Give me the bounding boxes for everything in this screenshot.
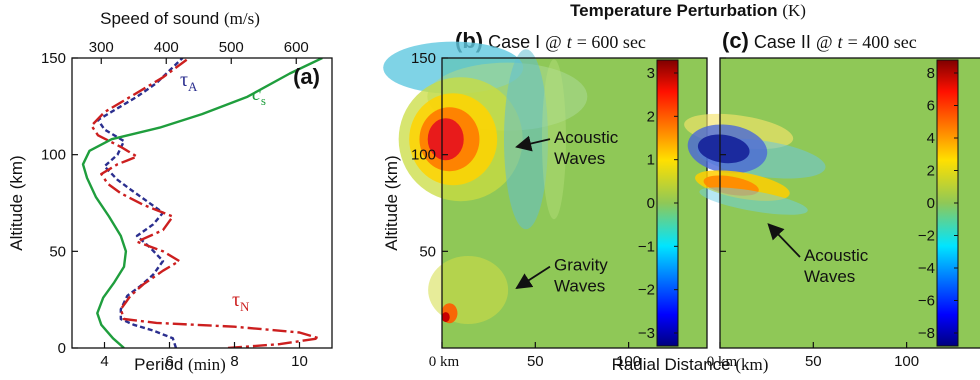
annotation-text-1: Waves xyxy=(554,277,605,296)
annotation-arrow-0 xyxy=(515,135,551,152)
panel-a-y-title: Altitude (km) xyxy=(7,155,26,250)
panel-c-annotations: Acoustic Waves xyxy=(767,223,869,286)
annotation-arrow-1 xyxy=(515,265,551,289)
y-tick-label: 100 xyxy=(411,147,436,164)
x-tick-label: 0 km xyxy=(707,354,738,370)
heatmap-blob-6 xyxy=(699,187,808,215)
x-tick-label: 0 km xyxy=(429,354,460,370)
panel-c-colorbar-ticks: 8 6 4 2 0 −2 −4 −6 −8 xyxy=(918,65,958,342)
annotation-text-1: Gravity xyxy=(554,256,608,275)
series-label-cs: cs xyxy=(252,83,266,108)
panel-a-frame xyxy=(71,57,333,349)
colorbar-tick-label: −8 xyxy=(918,325,935,342)
y-tick-label: 150 xyxy=(411,50,436,67)
colorbar-tick-label: 6 xyxy=(927,98,935,115)
colorbar-tick-label: −4 xyxy=(918,260,935,277)
colorbar-tick-label: 2 xyxy=(647,108,655,125)
annotation-text-0: Acoustic xyxy=(554,128,619,147)
panel-c-heatmap xyxy=(684,58,980,348)
heatmap-blob-7 xyxy=(541,59,566,220)
heatmap-blob-3 xyxy=(697,134,750,164)
panel-a-top-tick-label: 600 xyxy=(284,39,309,56)
panel-b-x-ticks: 0 km 50 100 xyxy=(429,342,641,370)
shared-x-title: Radial Distance (km) xyxy=(612,355,769,374)
panel-a-x-tick-label: 10 xyxy=(291,353,308,370)
panel-b-frame xyxy=(441,57,708,349)
panel-a-x-tick-label: 6 xyxy=(165,353,173,370)
panel-a-y-tick-label: 50 xyxy=(49,243,66,260)
figure-title: Temperature Perturbation (K) xyxy=(570,1,806,20)
series-line-2 xyxy=(81,58,323,348)
colorbar-tick-label: 1 xyxy=(647,152,655,169)
panel-a-top-ticks: 300 400 500 600 xyxy=(89,39,309,64)
panel-a-y-tick-label: 150 xyxy=(41,50,66,67)
annotation-text-0: Acoustic xyxy=(804,246,869,265)
series-label-tau-n: τN xyxy=(232,289,250,314)
colorbar-tick-label: −1 xyxy=(638,238,655,255)
x-tick-label: 100 xyxy=(894,353,919,370)
colorbar-tick-label: 0 xyxy=(927,195,935,212)
y-tick-label: 50 xyxy=(419,243,436,260)
panel-a-lines xyxy=(81,58,323,348)
series-line-1 xyxy=(90,58,321,348)
colorbar-tick-label: −2 xyxy=(918,228,935,245)
panel-a-top-tick-label: 300 xyxy=(89,39,114,56)
series-line-0 xyxy=(96,58,184,348)
annotation-text-0: Waves xyxy=(554,149,605,168)
panel-a-x-tick-label: 8 xyxy=(230,353,238,370)
panel-b-annotations: Acoustic Waves Gravity Waves xyxy=(515,128,619,296)
panel-b-y-title: Altitude (km) xyxy=(382,155,401,250)
x-tick-label: 50 xyxy=(527,353,544,370)
x-tick-label: 50 xyxy=(805,353,822,370)
colorbar-tick-label: 0 xyxy=(647,195,655,212)
colorbar-tick-label: 8 xyxy=(927,65,935,82)
heatmap-blob-8 xyxy=(428,256,509,324)
heatmap-blob-6 xyxy=(503,49,548,230)
panel-c-y-ticks xyxy=(720,57,726,252)
x-tick-label: 100 xyxy=(616,353,641,370)
colorbar-tick-label: −2 xyxy=(638,282,655,299)
panel-a-x-tick-label: 4 xyxy=(100,353,108,370)
panel-a-label: (a) xyxy=(293,64,320,89)
panel-a: 4 6 8 10 0 50 100 150 300 400 500 600 (a) Period … xyxy=(7,9,333,374)
panel-a-y-tick-label: 100 xyxy=(41,147,66,164)
panel-b-y-ticks: 50 100 150 xyxy=(411,50,448,260)
annotation-arrow-0 xyxy=(767,223,801,258)
colorbar-tick-label: −6 xyxy=(918,293,935,310)
panel-c-x-ticks: 0 km 50 100 xyxy=(707,342,919,370)
panel-a-y-tick-label: 0 xyxy=(58,340,66,357)
heatmap-blob-5 xyxy=(427,118,464,161)
series-label-tau-a: τA xyxy=(180,69,198,94)
annotation-text-0: Waves xyxy=(804,267,855,286)
colorbar-tick-label: 3 xyxy=(647,65,655,82)
panel-a-top-tick-label: 400 xyxy=(154,39,179,56)
panel-a-y-ticks: 0 50 100 150 xyxy=(41,50,78,357)
heatmap-blob-10 xyxy=(441,312,450,323)
panel-a-x-title: Period (min) xyxy=(134,355,226,374)
panel-c-frame xyxy=(719,57,980,349)
colorbar-tick-label: 4 xyxy=(927,130,935,147)
panel-c: (c) Case II @ t = 400 sec 86420−2−4−6−8 … xyxy=(684,28,980,370)
panel-b-colorbar-ticks: 3 2 1 0 −1 −2 −3 xyxy=(638,65,678,342)
colorbar-tick-label: 2 xyxy=(927,163,935,180)
panel-c-title: (c) Case II @ t = 400 sec xyxy=(722,28,917,53)
panel-a-x-ticks: 4 6 8 10 xyxy=(100,342,308,370)
panel-a-top-tick-label: 500 xyxy=(219,39,244,56)
panel-a-top-title: Speed of sound (m/s) xyxy=(100,9,260,28)
colorbar-tick-label: −3 xyxy=(638,325,655,342)
